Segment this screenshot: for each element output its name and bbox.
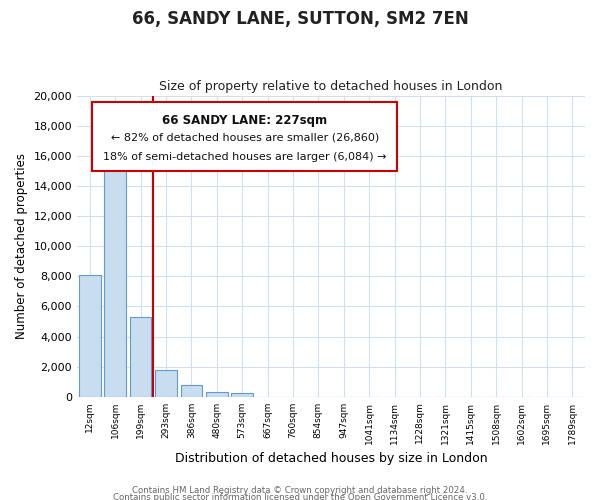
- X-axis label: Distribution of detached houses by size in London: Distribution of detached houses by size …: [175, 452, 487, 465]
- Bar: [104, 147, 126, 396]
- Bar: [155, 370, 177, 396]
- Text: 66 SANDY LANE: 227sqm: 66 SANDY LANE: 227sqm: [162, 114, 327, 127]
- Text: Contains HM Land Registry data © Crown copyright and database right 2024.: Contains HM Land Registry data © Crown c…: [132, 486, 468, 495]
- Y-axis label: Number of detached properties: Number of detached properties: [15, 154, 28, 340]
- Bar: [130, 317, 151, 396]
- Text: 66, SANDY LANE, SUTTON, SM2 7EN: 66, SANDY LANE, SUTTON, SM2 7EN: [131, 10, 469, 28]
- Bar: [79, 275, 101, 396]
- FancyBboxPatch shape: [92, 102, 397, 171]
- Text: ← 82% of detached houses are smaller (26,860): ← 82% of detached houses are smaller (26…: [110, 132, 379, 142]
- Text: 18% of semi-detached houses are larger (6,084) →: 18% of semi-detached houses are larger (…: [103, 152, 386, 162]
- Bar: [206, 392, 227, 396]
- Bar: [232, 393, 253, 396]
- Bar: [181, 384, 202, 396]
- Text: Contains public sector information licensed under the Open Government Licence v3: Contains public sector information licen…: [113, 494, 487, 500]
- Title: Size of property relative to detached houses in London: Size of property relative to detached ho…: [160, 80, 503, 94]
